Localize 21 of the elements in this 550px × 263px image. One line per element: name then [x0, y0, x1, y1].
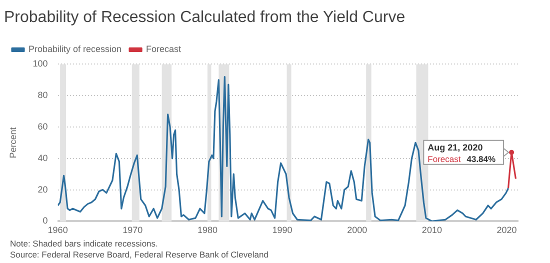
- source-note: Source: Federal Reserve Board, Federal Reserve Bank of Cleveland: [10, 250, 269, 260]
- x-tick-label: 1990: [272, 225, 292, 236]
- x-tick-label: 1980: [197, 225, 218, 236]
- y-tick-label: 0: [42, 216, 48, 226]
- x-tick-label: 2020: [496, 225, 517, 236]
- x-tick-label: 1960: [48, 225, 68, 236]
- legend-label: Probability of recession: [28, 44, 122, 54]
- annotation: Aug 21, 2020: [428, 142, 483, 152]
- chart-title: Probability of Recession Calculated from the Yield Curve: [4, 9, 406, 26]
- y-axis-title: Percent: [8, 126, 18, 158]
- y-tick-label: 100: [32, 58, 48, 69]
- x-tick-label: 2010: [422, 225, 442, 236]
- legend-label: Forecast: [146, 44, 182, 54]
- x-tick-label: 2000: [347, 225, 368, 236]
- y-tick-label: 60: [38, 121, 48, 132]
- y-tick-label: 20: [38, 184, 48, 194]
- y-tick-label: 40: [38, 152, 48, 163]
- y-tick-label: 80: [38, 90, 48, 100]
- x-tick-label: 1970: [122, 225, 143, 236]
- text: Note: Shaded bars indicate recessions.: [10, 238, 158, 249]
- annotation: Forecast 43.84%: [428, 154, 496, 164]
